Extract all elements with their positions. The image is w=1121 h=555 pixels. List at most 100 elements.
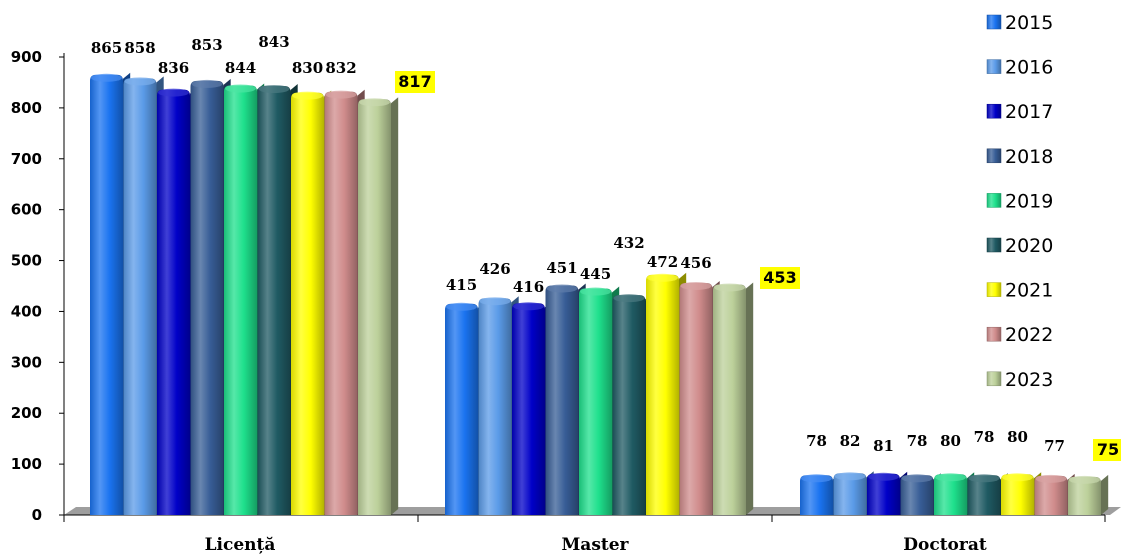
- legend-swatch: [986, 193, 1002, 208]
- data-label-licenta-2023: 817: [395, 71, 435, 93]
- legend-swatch: [986, 282, 1002, 297]
- legend-swatch: [986, 103, 1002, 119]
- data-label-doctorat-2021: 80: [1007, 428, 1028, 446]
- svg-text:472: 472: [647, 253, 678, 271]
- data-label-doctorat-2017: 81: [873, 437, 894, 455]
- legend-label: 2023: [1005, 369, 1053, 391]
- category-label-master: Master: [561, 535, 629, 555]
- svg-text:426: 426: [479, 260, 510, 278]
- svg-text:858: 858: [124, 39, 155, 57]
- y-tick-label-400: 400: [11, 302, 42, 320]
- svg-text:453: 453: [763, 268, 796, 287]
- legend-label: 2018: [1005, 146, 1053, 168]
- svg-text:81: 81: [873, 437, 894, 455]
- svg-text:77: 77: [1044, 437, 1065, 455]
- y-tick-label-0: 0: [32, 506, 42, 524]
- svg-text:75: 75: [1097, 440, 1119, 459]
- y-tick-label-800: 800: [11, 99, 42, 117]
- svg-text:865: 865: [91, 39, 122, 57]
- svg-text:80: 80: [1007, 428, 1028, 446]
- data-label-licenta-2022: 832: [325, 59, 356, 77]
- svg-text:451: 451: [546, 259, 577, 277]
- svg-text:830: 830: [292, 59, 323, 77]
- data-label-master-2020: 432: [613, 234, 644, 252]
- legend-swatch: [986, 237, 1002, 253]
- legend-item-2019: 2019: [986, 190, 1053, 212]
- legend-item-2018: 2018: [986, 146, 1053, 168]
- y-tick-label-600: 600: [11, 201, 42, 219]
- data-label-master-2015: 415: [446, 276, 477, 294]
- data-label-licenta-2021: 830: [292, 59, 323, 77]
- legend-item-2022: 2022: [986, 324, 1053, 346]
- data-label-licenta-2016: 858: [124, 39, 155, 57]
- bar-master-2023: [713, 282, 754, 515]
- svg-text:844: 844: [225, 59, 256, 77]
- data-label-doctorat-2018: 78: [907, 432, 928, 450]
- svg-text:415: 415: [446, 276, 477, 294]
- y-tick-label-900: 900: [11, 48, 42, 66]
- data-label-master-2018: 451: [546, 259, 577, 277]
- data-label-licenta-2018: 853: [191, 36, 222, 54]
- svg-text:78: 78: [806, 432, 827, 450]
- svg-text:82: 82: [840, 432, 861, 450]
- y-tick-label-300: 300: [11, 353, 42, 371]
- data-label-doctorat-2020: 78: [974, 428, 995, 446]
- svg-text:843: 843: [258, 33, 289, 51]
- data-label-doctorat-2015: 78: [806, 432, 827, 450]
- data-label-doctorat-2019: 80: [940, 432, 961, 450]
- data-label-doctorat-2023: 75: [1093, 439, 1121, 461]
- legend-item-2020: 2020: [986, 235, 1053, 257]
- y-tick-label-500: 500: [11, 252, 42, 270]
- legend-label: 2019: [1005, 190, 1053, 212]
- y-tick-label-700: 700: [11, 150, 42, 168]
- svg-text:853: 853: [191, 36, 222, 54]
- data-label-doctorat-2016: 82: [840, 432, 861, 450]
- y-tick-label-200: 200: [11, 404, 42, 422]
- legend-item-2016: 2016: [986, 57, 1053, 79]
- legend-label: 2021: [1005, 280, 1053, 302]
- legend-swatch: [986, 59, 1002, 74]
- legend-label: 2020: [1005, 235, 1053, 257]
- bar-doctorat-2023: [1068, 474, 1109, 515]
- data-label-doctorat-2022: 77: [1044, 437, 1065, 455]
- svg-text:78: 78: [974, 428, 995, 446]
- svg-text:432: 432: [613, 234, 644, 252]
- legend-item-2021: 2021: [986, 280, 1053, 302]
- svg-text:78: 78: [907, 432, 928, 450]
- legend-swatch: [986, 326, 1002, 342]
- legend-swatch: [986, 14, 1002, 30]
- category-label-doctorat: Doctorat: [903, 535, 987, 555]
- svg-text:817: 817: [398, 72, 431, 91]
- data-label-licenta-2017: 836: [158, 59, 189, 77]
- data-label-master-2016: 426: [479, 260, 510, 278]
- data-label-master-2019: 445: [580, 265, 611, 283]
- legend-item-2017: 2017: [986, 101, 1053, 123]
- svg-text:80: 80: [940, 432, 961, 450]
- x-axis-categories: Licență Master Doctorat: [205, 535, 987, 555]
- legend: 2015 2016 2017 2018 2019 2020 2021 2022 2023: [986, 12, 1053, 391]
- svg-text:456: 456: [680, 254, 711, 272]
- svg-text:832: 832: [325, 59, 356, 77]
- legend-swatch: [986, 148, 1002, 164]
- legend-item-2015: 2015: [986, 12, 1053, 34]
- svg-text:836: 836: [158, 59, 189, 77]
- data-label-master-2023: 453: [760, 267, 800, 289]
- legend-swatch: [986, 371, 1002, 387]
- category-label-licenta: Licență: [205, 535, 276, 555]
- svg-text:416: 416: [513, 278, 544, 296]
- data-label-master-2021: 472: [647, 253, 678, 271]
- data-label-master-2022: 456: [680, 254, 711, 272]
- data-label-master-2017: 416: [513, 278, 544, 296]
- data-label-licenta-2015: 865: [91, 39, 122, 57]
- legend-label: 2017: [1005, 101, 1053, 123]
- y-tick-label-100: 100: [11, 455, 42, 473]
- bar-licenta-2023: [358, 97, 399, 515]
- legend-label: 2016: [1005, 57, 1053, 79]
- svg-text:445: 445: [580, 265, 611, 283]
- bar-series: [90, 72, 1109, 516]
- legend-item-2023: 2023: [986, 369, 1053, 391]
- data-label-licenta-2020: 843: [258, 33, 289, 51]
- legend-label: 2022: [1005, 324, 1053, 346]
